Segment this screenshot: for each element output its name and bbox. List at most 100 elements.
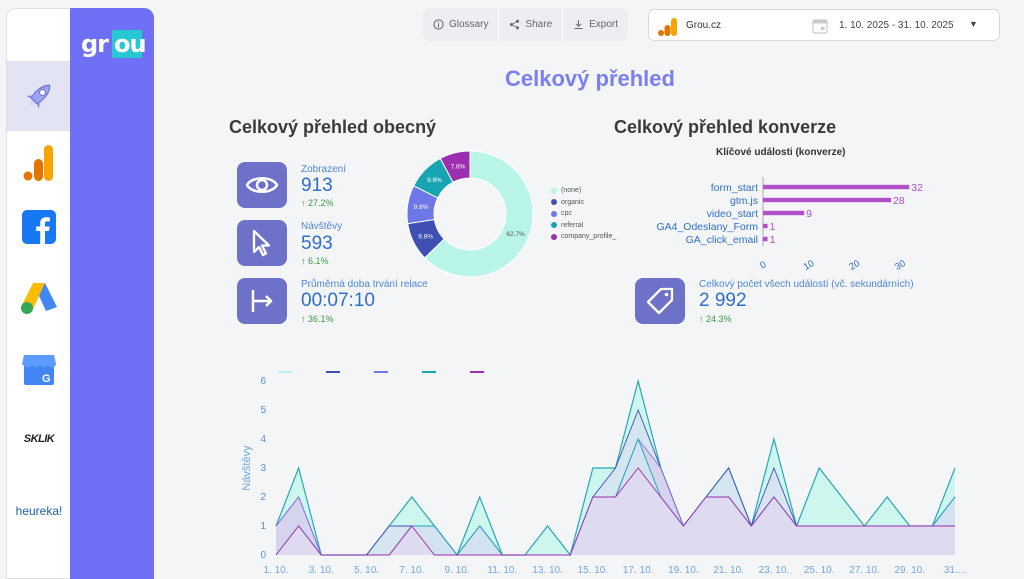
area-x-tick: 7. 10. [399, 565, 424, 576]
bar-category-label: form_start [711, 182, 758, 194]
donut-slice-none[interactable] [424, 150, 534, 278]
sklik-logo: SKLIK [23, 433, 55, 445]
area-x-tick: 19. 10. [668, 565, 699, 576]
bar-value-label: 1 [770, 221, 776, 233]
bar-ga-click-email[interactable] [763, 236, 768, 242]
share-button[interactable]: Share [499, 8, 564, 41]
area-y-tick: 5 [260, 405, 266, 416]
bar-gtm-js[interactable] [763, 197, 891, 203]
rail-item-heureka[interactable]: heureka! [7, 499, 71, 523]
area-y-label: Návštěvy [241, 445, 253, 491]
bar-category-label: GA4_Odeslany_Form [656, 221, 758, 233]
rail-item-overview[interactable] [7, 61, 71, 131]
area-x-tick: 31.... [944, 565, 966, 576]
donut-legend-item[interactable]: referral [551, 222, 583, 229]
legend-swatch [551, 187, 557, 194]
bar-category-label: gtm.js [730, 195, 758, 207]
area-x-tick: 3. 10. [309, 565, 334, 576]
rocket-icon [26, 84, 51, 109]
legend-swatch [551, 210, 557, 217]
channel-donut-chart[interactable]: 62.7% 9.8% 9.8% 9.8% 7.8% [400, 144, 550, 284]
kpi-views-delta: ↑ 27.2% [301, 198, 334, 208]
donut-legend-item[interactable]: company_profile_ [551, 233, 616, 240]
area-x-tick: 25. 10. [804, 565, 835, 576]
download-icon [574, 20, 583, 29]
kpi-duration-tile [237, 278, 287, 324]
analytics-icon [23, 145, 53, 181]
legend-swatch [551, 222, 557, 228]
info-icon [433, 19, 444, 30]
bar-value-label: 32 [911, 182, 923, 194]
svg-text:G: G [42, 373, 51, 385]
area-y-tick: 0 [260, 550, 266, 561]
area-y-tick: 6 [260, 376, 266, 387]
rail-item-facebook[interactable] [7, 205, 71, 249]
kpi-events-tile [635, 278, 685, 324]
glossary-button[interactable]: Glossary [423, 8, 500, 41]
donut-legend-item[interactable]: (none) [551, 187, 581, 194]
conversions-bar-chart[interactable]: form_start 32 gtm.js 28 video_start 9 GA4_Odes… [630, 172, 930, 272]
kpi-events-value: 2 992 [699, 290, 747, 311]
bar-x-tick: 0 [758, 259, 768, 271]
donut-slice-companyprofile[interactable] [439, 150, 471, 183]
area-x-tick: 5. 10. [354, 565, 379, 576]
legend-swatch [551, 233, 557, 240]
legend-label: (none) [561, 187, 582, 194]
rail-item-sklik[interactable]: SKLIK [7, 427, 71, 451]
donut-slice-label: 9.8% [427, 177, 442, 184]
area-y-tick: 1 [260, 521, 266, 532]
kpi-visits-delta: ↑ 6.1% [301, 256, 329, 266]
exit-arrow-icon [251, 290, 273, 312]
facebook-icon [22, 210, 56, 244]
general-section-title: Celkový přehled obecný [229, 117, 437, 137]
google-ads-icon [21, 283, 57, 314]
share-icon [510, 19, 520, 30]
eye-icon [245, 177, 279, 193]
bar-value-label: 9 [806, 208, 812, 220]
kpi-duration-delta: ↑ 36.1% [301, 314, 334, 324]
chevron-down-icon: ▼ [969, 19, 978, 29]
bar-category-label: video_start [707, 208, 758, 220]
legend-label: company_profile_ [561, 233, 617, 240]
area-series-4[interactable] [276, 468, 955, 555]
bar-video-start[interactable] [763, 210, 805, 216]
date-range: 1. 10. 2025 - 31. 10. 2025 [839, 20, 954, 31]
bar-value-label: 1 [770, 234, 776, 246]
bar-ga4-odeslany-form[interactable] [763, 223, 768, 229]
area-x-tick: 15. 10. [578, 565, 609, 576]
donut-slice-label: 7.8% [451, 163, 466, 170]
bar-x-tick: 30 [893, 258, 908, 272]
heureka-logo: heureka! [15, 504, 63, 518]
area-x-tick: 27. 10. [849, 565, 880, 576]
donut-legend-item[interactable]: cpc [551, 210, 572, 217]
channel-rail: G SKLIK heureka! [6, 8, 71, 579]
cursor-icon [252, 229, 271, 257]
donut-legend-item[interactable]: organic [551, 199, 584, 206]
kpi-visits-value: 593 [301, 233, 333, 254]
area-x-tick: 17. 10. [623, 565, 654, 576]
visits-area-chart[interactable]: 0 1 2 3 4 5 6 Návštěvy 1. 10. 3. 10. 5. 10. 7. 10. 9… [228, 347, 988, 579]
kpi-visits-tile [237, 220, 287, 266]
area-y-tick: 3 [260, 463, 266, 474]
page-title: Celkový přehled [505, 66, 675, 91]
kpi-duration-label: Průměrná doba trvání relace [301, 279, 428, 290]
bar-x-tick: 20 [847, 258, 862, 272]
rail-item-google-business[interactable]: G [7, 347, 71, 391]
export-button[interactable]: Export [563, 8, 628, 41]
rail-item-google-ads[interactable] [7, 275, 71, 319]
area-x-tick: 29. 10. [894, 565, 925, 576]
bar-form-start[interactable] [763, 184, 910, 190]
conversions-chart-title: Klíčové události (konverze) [716, 147, 846, 158]
brand-logo[interactable]: gr ou [81, 30, 147, 58]
area-x-tick: 11. 10. [487, 565, 517, 576]
rail-item-analytics[interactable] [7, 141, 71, 185]
tag-icon [646, 287, 674, 315]
legend-label: organic [561, 198, 584, 206]
kpi-duration-value: 00:07:10 [301, 290, 375, 311]
analytics-icon [658, 18, 677, 36]
legend-label: cpc [561, 210, 572, 217]
property-date-selector[interactable]: Grou.cz 1. 10. 2025 - 31. 10. 2025 ▼ [648, 9, 1000, 41]
report-toolbar: Glossary Share Export [423, 8, 629, 41]
area-x-tick: 21. 10. [713, 565, 744, 576]
